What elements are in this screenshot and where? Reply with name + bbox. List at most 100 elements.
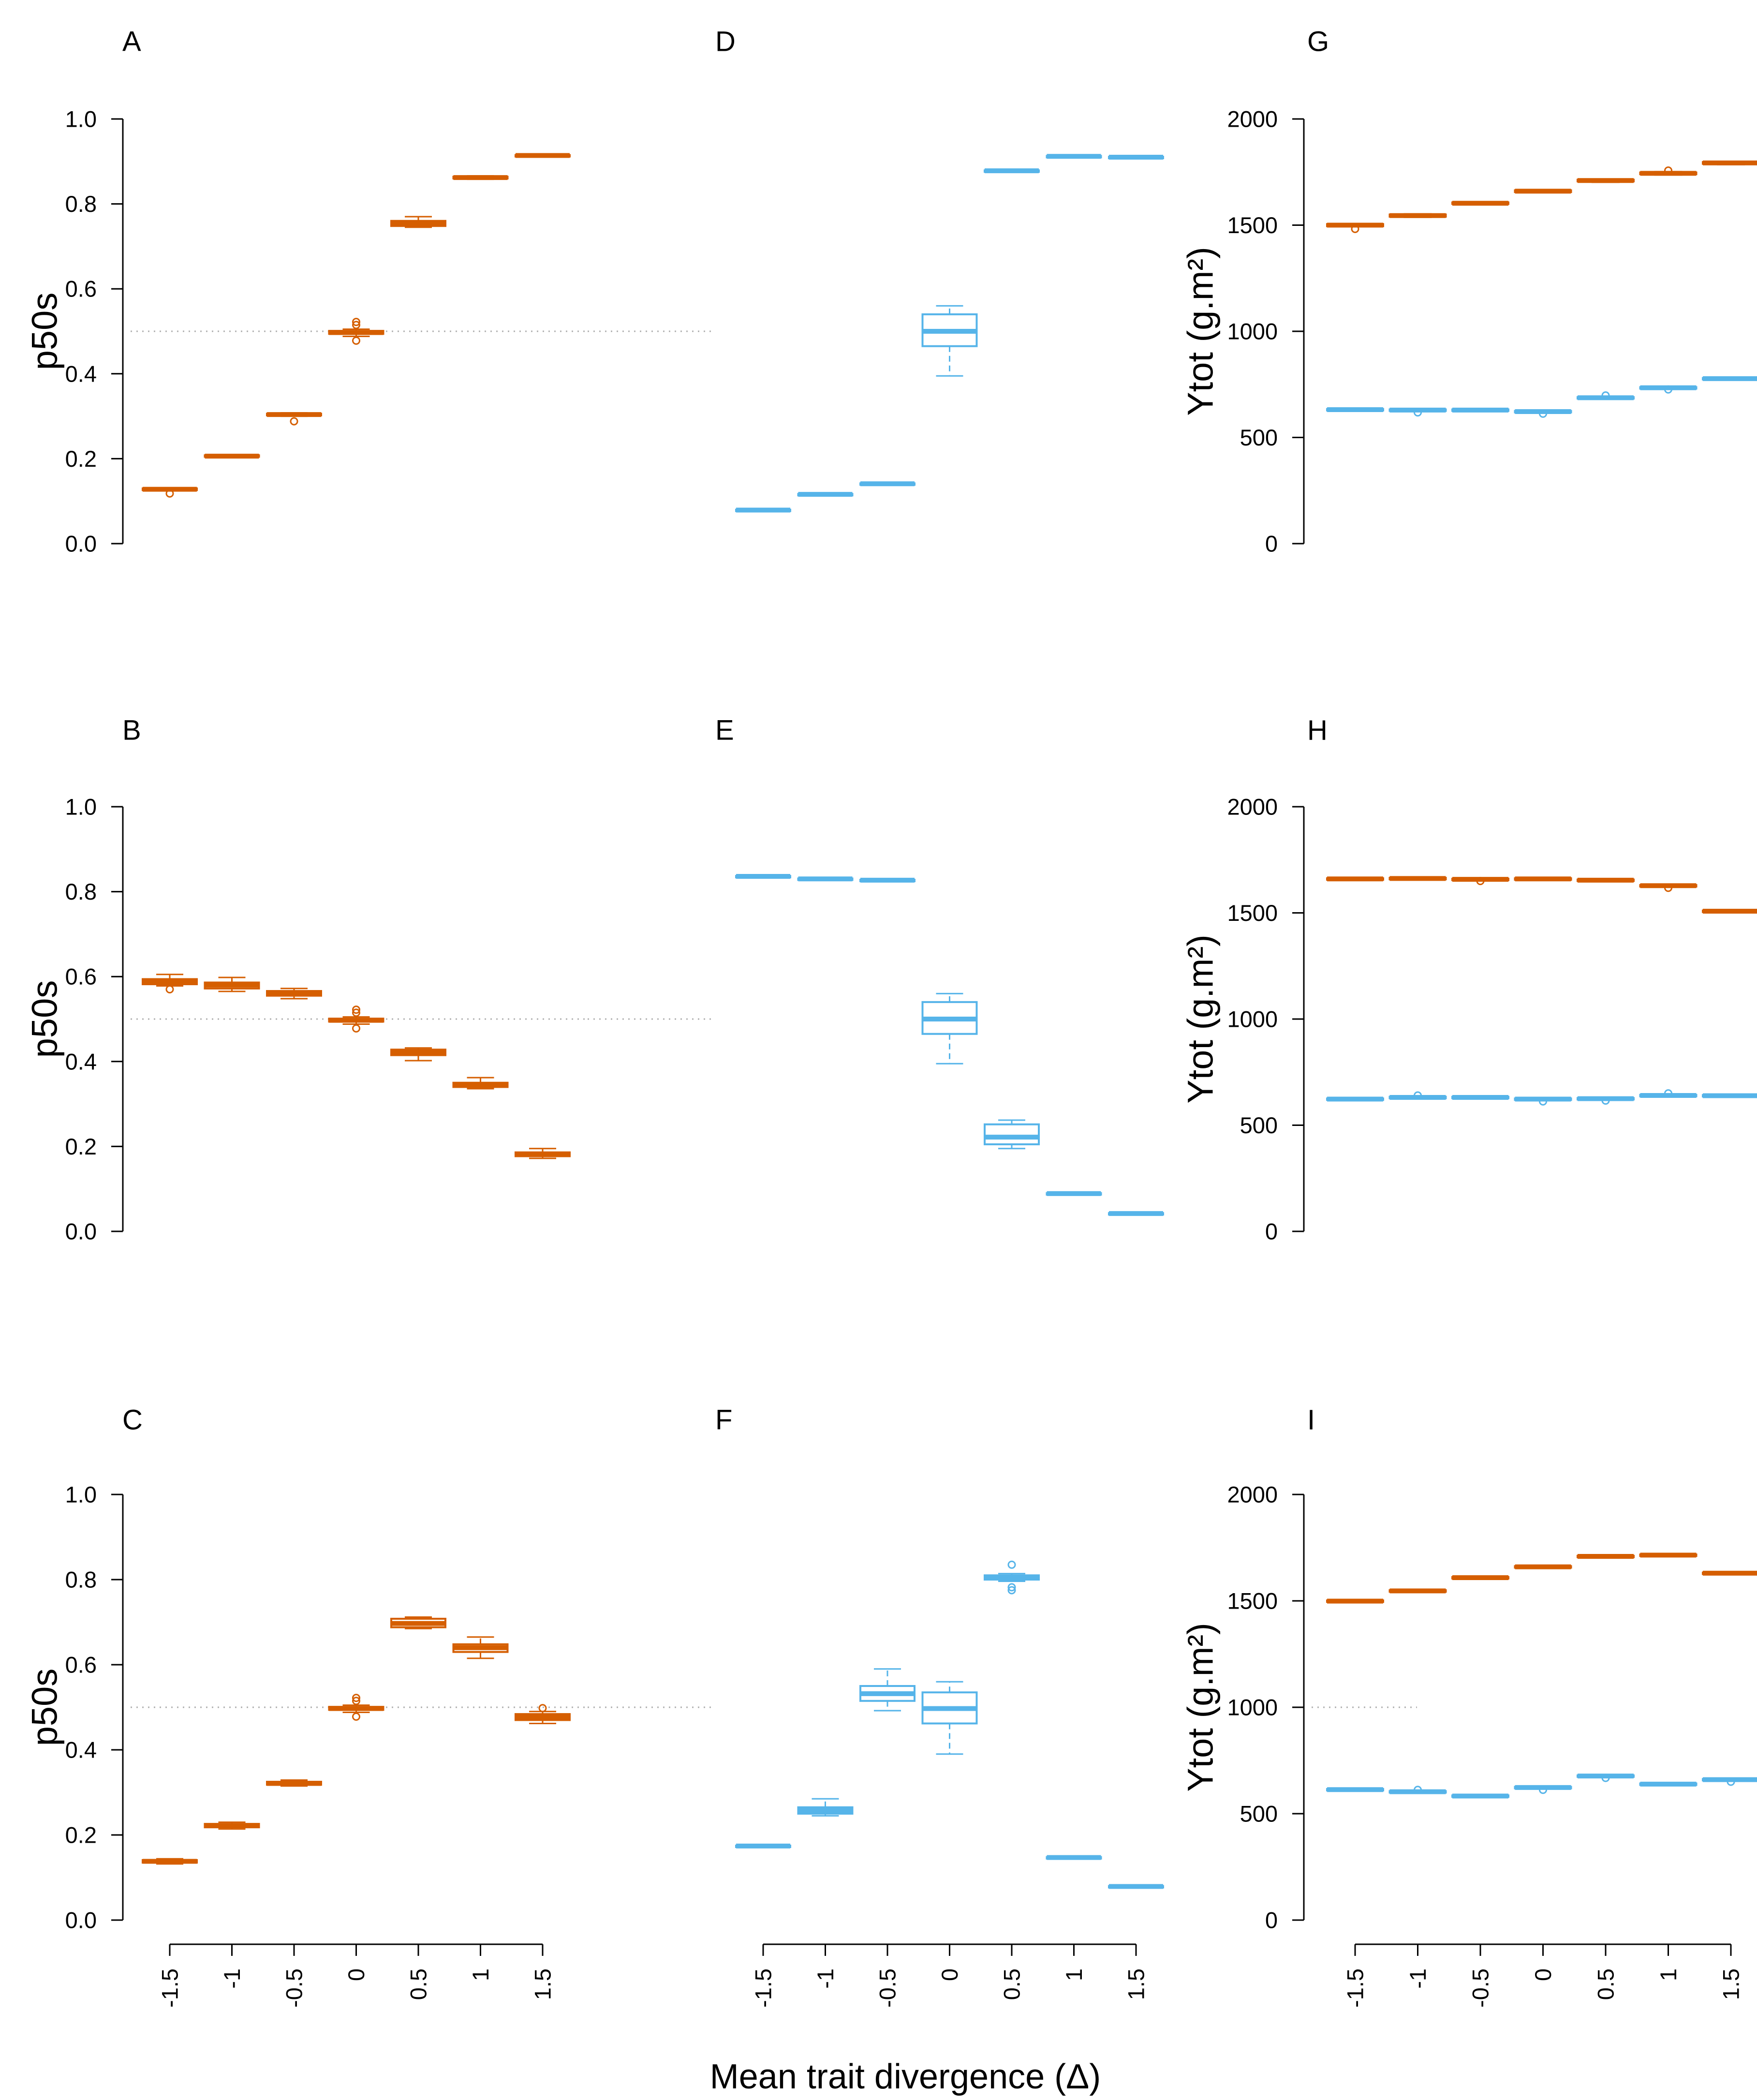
y-tick-label: 0.2: [65, 1134, 97, 1159]
box-orange-0: [328, 318, 384, 345]
panel-letter: A: [122, 26, 141, 58]
box-orange--1: [1388, 213, 1447, 218]
box-orange-0.5: [1577, 1554, 1635, 1559]
panel-d: D: [586, 26, 1164, 513]
panel-letter: D: [715, 26, 736, 58]
box-blue-0.5: [1577, 1774, 1635, 1782]
y-tick-label: 1000: [1227, 319, 1278, 344]
box-orange-1: [1639, 166, 1698, 176]
y-tick-label: 0.6: [65, 1652, 97, 1678]
panel-letter: H: [1307, 715, 1328, 746]
box-blue--0.5: [859, 877, 915, 883]
y-tick-label: 1500: [1227, 212, 1278, 238]
panel-g: G 0 500 1000 1500 2000 Ytot (g.m²): [1181, 26, 1757, 557]
x-tick-label: -1.5: [157, 1968, 183, 2008]
box-orange--1.5: [142, 1858, 198, 1865]
outlier-point: [352, 321, 360, 329]
box-orange-1.5: [515, 153, 571, 158]
outlier-point: [1601, 391, 1610, 400]
outlier-point: [538, 1704, 547, 1713]
box-orange-0.5: [390, 1616, 446, 1629]
box-orange-1.5: [1702, 908, 1757, 914]
y-tick-label: 1500: [1227, 1588, 1278, 1614]
x-tick-label: -1.5: [1343, 1968, 1368, 2008]
box-blue--0.5: [859, 1668, 915, 1712]
y-tick-label: 1000: [1227, 1695, 1278, 1720]
x-tick-label: -1.5: [751, 1968, 776, 2008]
y-tick-label: 2000: [1227, 1482, 1278, 1508]
box-orange--1.5: [142, 974, 198, 994]
outlier-point: [1539, 1786, 1547, 1794]
box-blue-0.5: [984, 1119, 1040, 1150]
y-axis-title: Ytot (g.m²): [1181, 934, 1221, 1103]
box-blue-1: [1046, 1855, 1102, 1860]
x-tick-label: 0: [937, 1968, 962, 1981]
box-blue-1.5: [1108, 155, 1164, 160]
outlier-point: [1476, 877, 1485, 886]
y-tick-label: 0.0: [65, 531, 97, 557]
outlier-point: [1414, 1786, 1422, 1794]
outlier-point: [165, 985, 174, 994]
outlier-point: [352, 1006, 360, 1014]
box-body: [984, 1123, 1040, 1146]
x-tick-label: 0.5: [406, 1968, 431, 2000]
y-tick-label: 1500: [1227, 900, 1278, 926]
y-tick-label: 0.4: [65, 1737, 97, 1763]
box-orange-1: [1639, 1553, 1698, 1558]
x-tick-label: -0.5: [875, 1968, 901, 2008]
box-orange-0: [328, 1006, 384, 1033]
x-tick-label: 1: [468, 1968, 493, 1981]
box-blue--1.5: [1326, 1787, 1384, 1792]
y-tick-label: 500: [1240, 425, 1278, 450]
y-axis-title: Ytot (g.m²): [1181, 247, 1221, 415]
outlier-point: [1351, 224, 1359, 233]
panel-f: F -1.5 -1 -0.5 0 0.5 1 1.5: [586, 1405, 1164, 2008]
y-axis-title: p50s: [25, 1669, 65, 1746]
panel-c: C 0.0 0.2 0.4 0.6 0.8 1.0 p50s -1.5 -1 -0.5 0 0.5 1 1.…: [25, 1405, 586, 2008]
x-tick-label: 0.5: [999, 1968, 1025, 2000]
box-blue-0: [1514, 1785, 1572, 1794]
y-tick-label: 0.2: [65, 1822, 97, 1848]
y-tick-label: 2000: [1227, 794, 1278, 820]
y-axis-title: p50s: [25, 293, 65, 370]
box-blue--0.5: [1451, 1094, 1509, 1100]
box-blue-1: [1639, 1781, 1698, 1787]
x-tick-label: -1: [1405, 1968, 1431, 1989]
box-orange--1: [204, 976, 260, 992]
box-orange-0.5: [390, 1047, 446, 1062]
box-orange-1.5: [1702, 1570, 1757, 1576]
panel-letter: G: [1307, 26, 1329, 58]
box-blue--1: [1388, 407, 1447, 417]
box-blue--1: [1388, 1786, 1447, 1794]
box-blue-0: [921, 305, 978, 377]
box-blue-1.5: [1702, 376, 1757, 381]
x-tick-label: 0: [1530, 1968, 1556, 1981]
y-tick-label: 1.0: [65, 106, 97, 132]
x-tick-label: 1.5: [530, 1968, 556, 2000]
outlier-point: [352, 1697, 360, 1705]
panel-i: I 0 500 1000 1500 2000 Ytot (g.m²) -1.5 -1 -0.5 0 0…: [1181, 1405, 1757, 2008]
y-tick-label: 0.4: [65, 361, 97, 386]
x-tick-label: 1: [1655, 1968, 1681, 1981]
panel-letter: C: [122, 1405, 143, 1436]
y-tick-label: 1.0: [65, 1482, 97, 1508]
x-tick-label: 1.5: [1718, 1968, 1744, 2000]
outlier-point: [1727, 1777, 1735, 1786]
panel-letter: F: [715, 1405, 732, 1436]
x-tick-label: -0.5: [281, 1968, 307, 2008]
y-tick-label: 500: [1240, 1112, 1278, 1138]
box-blue-0.5: [984, 1560, 1040, 1595]
box-blue--1.5: [1326, 1096, 1384, 1102]
panel-b: B 0.0 0.2 0.4 0.6 0.8 1.0 p50s: [25, 715, 586, 1244]
outlier-point: [1601, 1096, 1610, 1105]
box-blue--1: [797, 1798, 854, 1817]
outlier-point: [1007, 1583, 1016, 1592]
box-orange--0.5: [1451, 877, 1509, 886]
outlier-point: [1664, 385, 1672, 394]
box-blue-1: [1639, 1089, 1698, 1098]
box-orange-0: [1514, 876, 1572, 882]
box-orange--0.5: [266, 1779, 322, 1787]
box-blue-0: [921, 992, 978, 1065]
y-tick-label: 2000: [1227, 106, 1278, 132]
outlier-point: [352, 1712, 360, 1721]
